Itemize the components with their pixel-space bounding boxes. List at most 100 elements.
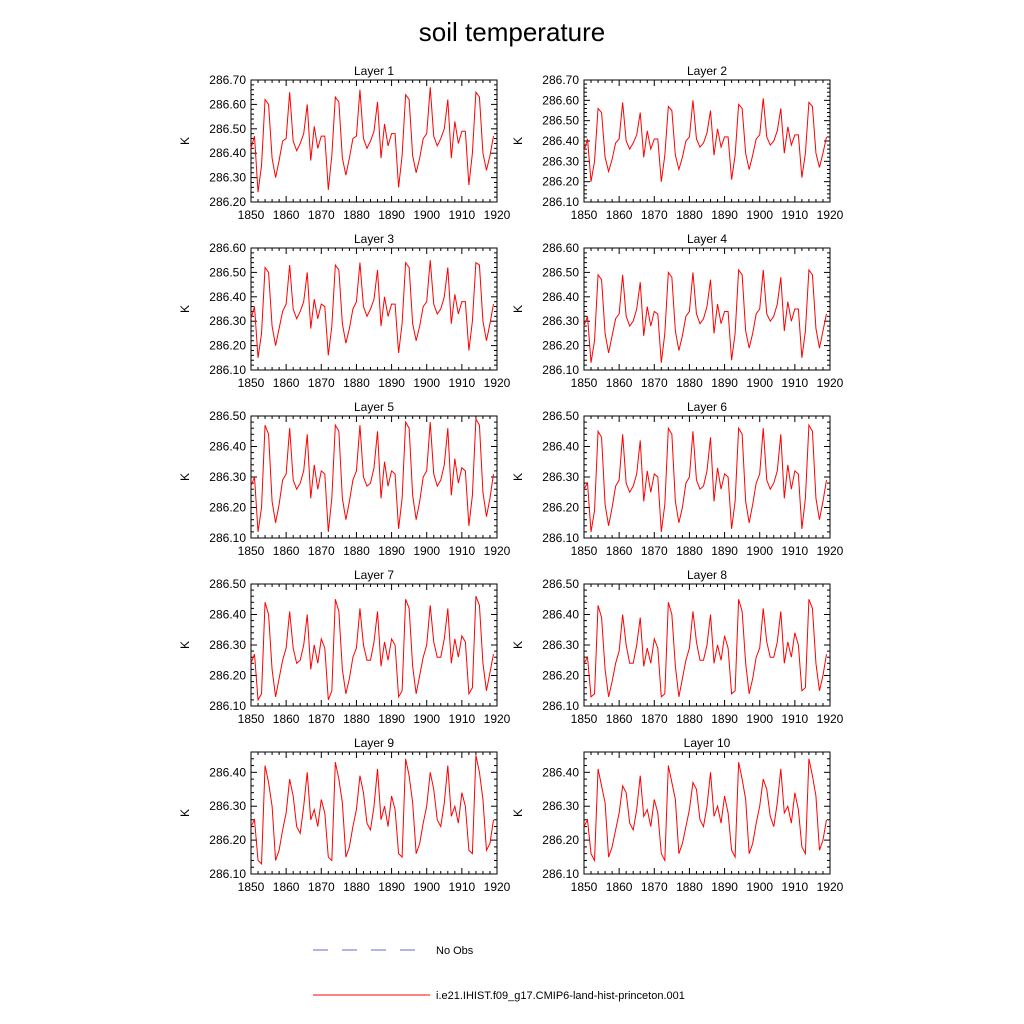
x-tick-label: 1880 <box>676 376 703 390</box>
x-tick-label: 1920 <box>817 376 844 390</box>
y-tick-label: 286.40 <box>542 440 579 454</box>
series-line <box>250 260 494 358</box>
y-tick-label: 286.30 <box>209 470 246 484</box>
x-tick-label: 1920 <box>817 880 844 894</box>
y-axis-label: K <box>178 137 192 145</box>
panel-9: Layer 9 1850 1860 1870 1880 1890 1900 1910 1920 2… <box>178 736 511 894</box>
y-tick-label: 286.70 <box>209 73 246 87</box>
x-tick-label: 1870 <box>641 880 668 894</box>
x-tick-label: 1860 <box>273 712 300 726</box>
y-tick-label: 286.20 <box>542 669 579 683</box>
x-tick-label: 1880 <box>343 880 370 894</box>
y-tick-label: 286.20 <box>209 339 246 353</box>
x-tick-label: 1900 <box>746 376 773 390</box>
y-tick-label: 286.20 <box>542 833 579 847</box>
x-tick-label: 1920 <box>484 544 511 558</box>
x-tick-label: 1870 <box>308 880 335 894</box>
plot-frame <box>250 247 498 371</box>
y-axis-label: K <box>511 473 525 481</box>
series-line <box>583 758 827 863</box>
x-tick-label: 1890 <box>711 712 738 726</box>
x-tick-label: 1910 <box>449 544 476 558</box>
series-line <box>250 417 494 532</box>
panel-8: Layer 8 1850 1860 1870 1880 1890 1900 1910 1920 2… <box>511 568 844 726</box>
y-tick-label: 286.30 <box>209 638 246 652</box>
panel-5: Layer 5 1850 1860 1870 1880 1890 1900 1910 1920 2… <box>178 400 511 558</box>
panel-title: Layer 6 <box>687 400 727 414</box>
y-axis-label: K <box>511 641 525 649</box>
x-tick-label: 1860 <box>606 712 633 726</box>
y-tick-label: 286.40 <box>542 608 579 622</box>
x-tick-label: 1910 <box>449 880 476 894</box>
x-tick-label: 1860 <box>606 376 633 390</box>
y-tick-label: 286.40 <box>209 608 246 622</box>
x-tick-label: 1890 <box>711 880 738 894</box>
panel-10: Layer 10 1850 1860 1870 1880 1890 1900 1910 1920… <box>511 736 844 894</box>
panel-title: Layer 3 <box>354 232 394 246</box>
x-tick-label: 1920 <box>817 712 844 726</box>
y-tick-label: 286.10 <box>542 363 579 377</box>
panel-7: Layer 7 1850 1860 1870 1880 1890 1900 1910 1920 2… <box>178 568 511 726</box>
panel-title: Layer 7 <box>354 568 394 582</box>
y-tick-label: 286.60 <box>542 93 579 107</box>
x-tick-label: 1910 <box>449 712 476 726</box>
x-tick-label: 1880 <box>343 208 370 222</box>
panel-title: Layer 1 <box>354 64 394 78</box>
x-tick-label: 1860 <box>273 544 300 558</box>
y-tick-label: 286.40 <box>542 134 579 148</box>
series-line <box>583 423 827 532</box>
y-tick-label: 286.30 <box>542 314 579 328</box>
y-tick-label: 286.10 <box>209 699 246 713</box>
y-tick-label: 286.30 <box>209 314 246 328</box>
series-line <box>250 755 494 865</box>
panel-grid: Layer 1 1850 1860 1870 1880 1890 1900 1910 1920 2… <box>178 64 844 894</box>
x-tick-label: 1900 <box>746 712 773 726</box>
y-tick-label: 286.40 <box>542 765 579 779</box>
y-tick-label: 286.10 <box>542 195 579 209</box>
x-tick-label: 1850 <box>238 880 265 894</box>
y-axis-label: K <box>178 641 192 649</box>
y-tick-label: 286.50 <box>542 409 579 423</box>
y-tick-label: 286.70 <box>542 73 579 87</box>
y-tick-label: 286.60 <box>209 97 246 111</box>
x-tick-label: 1880 <box>343 712 370 726</box>
figure-title: soil temperature <box>419 17 605 47</box>
y-tick-label: 286.50 <box>209 409 246 423</box>
y-tick-label: 286.40 <box>209 146 246 160</box>
y-tick-label: 286.20 <box>209 501 246 515</box>
x-tick-label: 1910 <box>449 208 476 222</box>
y-tick-label: 286.30 <box>542 638 579 652</box>
y-axis-label: K <box>511 809 525 817</box>
x-tick-label: 1910 <box>782 208 809 222</box>
x-tick-label: 1900 <box>413 880 440 894</box>
y-axis-label: K <box>178 809 192 817</box>
x-tick-label: 1900 <box>746 544 773 558</box>
x-tick-label: 1870 <box>641 712 668 726</box>
x-tick-label: 1900 <box>746 208 773 222</box>
x-tick-label: 1870 <box>308 376 335 390</box>
y-tick-label: 286.20 <box>209 833 246 847</box>
y-tick-label: 286.20 <box>542 339 579 353</box>
panel-2: Layer 2 1850 1860 1870 1880 1890 1900 1910 1920 2… <box>511 64 844 222</box>
y-tick-label: 286.30 <box>209 171 246 185</box>
y-tick-label: 286.40 <box>209 290 246 304</box>
panel-title: Layer 9 <box>354 736 394 750</box>
legend: No Obs i.e21.IHIST.f09_g17.CMIP6-land-hi… <box>313 945 685 1002</box>
y-tick-label: 286.50 <box>542 577 579 591</box>
series-line <box>250 87 494 193</box>
x-tick-label: 1850 <box>571 880 598 894</box>
x-tick-label: 1850 <box>571 544 598 558</box>
x-tick-label: 1920 <box>817 544 844 558</box>
x-tick-label: 1900 <box>413 208 440 222</box>
y-tick-label: 286.50 <box>209 577 246 591</box>
x-tick-label: 1870 <box>641 376 668 390</box>
plot-frame <box>250 79 498 203</box>
x-tick-label: 1910 <box>782 544 809 558</box>
x-tick-label: 1920 <box>484 208 511 222</box>
x-tick-label: 1860 <box>606 880 633 894</box>
y-tick-label: 286.50 <box>209 265 246 279</box>
panel-title: Layer 8 <box>687 568 727 582</box>
y-tick-label: 286.30 <box>542 154 579 168</box>
